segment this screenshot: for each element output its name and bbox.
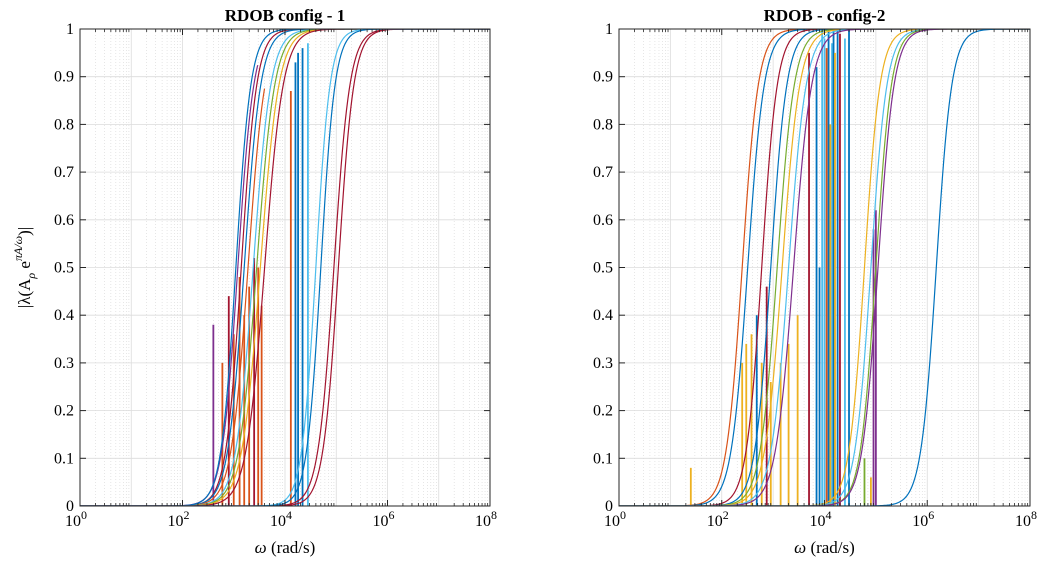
y-tick-label: 0.3	[54, 355, 74, 372]
y-tick-label: 0.2	[593, 403, 613, 420]
x-axis-symbol: ω	[794, 538, 806, 557]
x-tick-exponent: 6	[928, 508, 934, 522]
y-label-close: )|	[15, 227, 34, 236]
x-tick-base: 10	[475, 513, 491, 530]
y-tick-label: 0.7	[54, 164, 74, 181]
x-tick-exponent: 8	[1031, 508, 1037, 522]
y-label-subscript: ρ	[24, 273, 38, 280]
y-tick-label: 0.9	[593, 69, 613, 86]
x-tick-label: 108	[1015, 508, 1037, 530]
x-tick-base: 10	[707, 513, 723, 530]
series-line	[80, 29, 490, 506]
x-tick-base: 10	[604, 513, 620, 530]
y-tick-label: 0.6	[54, 212, 74, 229]
x-tick-label: 100	[65, 508, 87, 530]
y-tick-label: 1	[605, 21, 613, 38]
y-tick-label: 0.7	[593, 164, 613, 181]
x-tick-exponent: 0	[620, 508, 626, 522]
x-tick-base: 10	[373, 513, 389, 530]
x-tick-base: 10	[912, 513, 928, 530]
chart-panel-1: 100 102 104 106 10800.10.20.30.40.50.60.70.8…	[11, 6, 497, 557]
x-tick-label: 100	[604, 508, 626, 530]
series-line	[80, 29, 490, 506]
y-tick-label: 0.5	[54, 260, 74, 277]
y-label-open: |λ(A	[15, 278, 34, 308]
y-tick-label: 0.8	[593, 116, 613, 133]
series-line	[619, 29, 1030, 506]
x-tick-exponent: 2	[184, 508, 190, 522]
y-tick-label: 0.1	[593, 450, 613, 467]
x-tick-base: 10	[1015, 513, 1031, 530]
x-tick-base: 10	[65, 513, 81, 530]
x-tick-exponent: 0	[81, 508, 87, 522]
y-axis-label: |λ(Aρ eπA/ω)|	[11, 227, 38, 308]
y-label-superscript: πA/ω	[11, 236, 25, 261]
y-tick-label: 0.9	[54, 69, 74, 86]
y-tick-label: 0.2	[54, 403, 74, 420]
x-tick-label: 104	[270, 508, 292, 530]
series-line	[619, 29, 1030, 506]
x-tick-label: 102	[168, 508, 190, 530]
series-line	[80, 29, 490, 506]
x-tick-label: 106	[373, 508, 395, 530]
y-tick-label: 1	[66, 21, 74, 38]
chart-panel-2: 100 102 104 106 10800.10.20.30.40.50.60.70.8…	[593, 6, 1037, 557]
x-tick-label: 104	[810, 508, 832, 530]
x-tick-exponent: 4	[826, 508, 832, 522]
series-line	[80, 29, 490, 506]
chart-title: RDOB - config-2	[764, 6, 886, 25]
y-tick-label: 0.4	[54, 307, 74, 324]
x-tick-exponent: 6	[389, 508, 395, 522]
x-tick-label: 106	[912, 508, 934, 530]
chart-title: RDOB config - 1	[225, 6, 345, 25]
y-tick-label: 0.4	[593, 307, 613, 324]
x-axis-unit: (rad/s)	[806, 538, 855, 557]
y-tick-label: 0.8	[54, 116, 74, 133]
x-axis-label: ω (rad/s)	[255, 538, 316, 557]
x-axis-unit: (rad/s)	[267, 538, 316, 557]
y-tick-label: 0.6	[593, 212, 613, 229]
y-tick-label: 0	[66, 498, 74, 515]
y-tick-label: 0.1	[54, 450, 74, 467]
x-axis-label: ω (rad/s)	[794, 538, 855, 557]
x-tick-base: 10	[168, 513, 184, 530]
x-tick-exponent: 2	[723, 508, 729, 522]
series-line	[619, 29, 1030, 506]
y-tick-label: 0.5	[593, 260, 613, 277]
x-tick-label: 102	[707, 508, 729, 530]
x-tick-base: 10	[270, 513, 286, 530]
x-tick-label: 108	[475, 508, 497, 530]
x-tick-base: 10	[810, 513, 826, 530]
y-tick-label: 0.3	[593, 355, 613, 372]
x-tick-exponent: 4	[286, 508, 292, 522]
y-tick-label: 0	[605, 498, 613, 515]
x-tick-exponent: 8	[491, 508, 497, 522]
x-axis-symbol: ω	[255, 538, 267, 557]
y-label-e: e	[15, 261, 34, 273]
